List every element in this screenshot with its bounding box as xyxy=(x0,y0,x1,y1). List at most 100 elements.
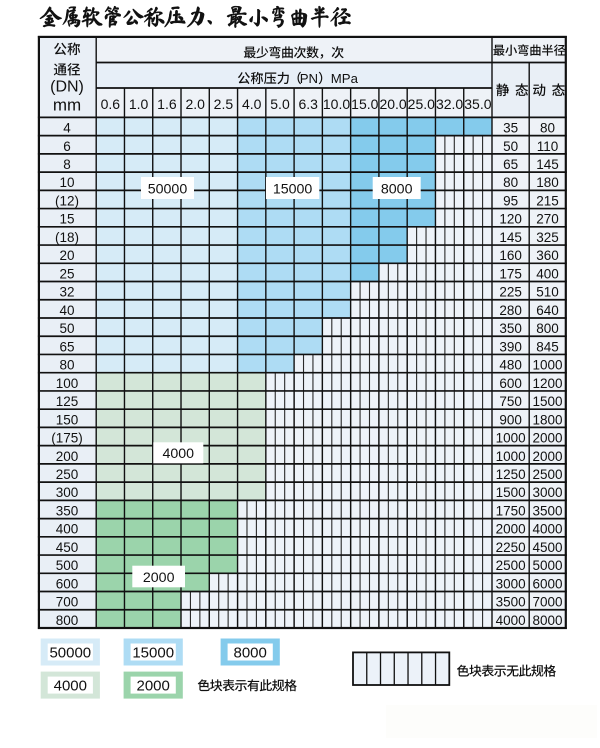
svg-text:225: 225 xyxy=(499,285,522,300)
svg-text:3000: 3000 xyxy=(532,485,562,500)
svg-text:900: 900 xyxy=(499,412,522,427)
svg-text:1500: 1500 xyxy=(496,485,526,500)
svg-text:4.0: 4.0 xyxy=(242,96,262,112)
svg-text:180: 180 xyxy=(536,175,559,190)
svg-text:4000: 4000 xyxy=(54,677,87,694)
svg-text:2000: 2000 xyxy=(532,431,562,446)
svg-text:40: 40 xyxy=(59,303,74,318)
svg-text:20.0: 20.0 xyxy=(379,96,406,112)
svg-text:5.0: 5.0 xyxy=(270,96,290,112)
svg-text:2000: 2000 xyxy=(532,449,562,464)
svg-text:360: 360 xyxy=(536,248,559,263)
svg-text:2500: 2500 xyxy=(532,467,562,482)
svg-text:6: 6 xyxy=(63,139,71,154)
svg-text:80: 80 xyxy=(540,121,555,136)
svg-text:15000: 15000 xyxy=(132,644,174,661)
svg-text:160: 160 xyxy=(499,248,522,263)
svg-text:6.3: 6.3 xyxy=(298,96,318,112)
svg-text:2250: 2250 xyxy=(496,540,526,555)
svg-text:750: 750 xyxy=(499,394,522,409)
svg-text:65: 65 xyxy=(59,339,74,354)
svg-text:145: 145 xyxy=(499,230,522,245)
svg-text:mm: mm xyxy=(53,96,81,115)
svg-text:600: 600 xyxy=(499,376,522,391)
svg-text:4000: 4000 xyxy=(532,522,562,537)
svg-text:50: 50 xyxy=(503,139,518,154)
svg-text:50: 50 xyxy=(59,321,74,336)
svg-text:300: 300 xyxy=(56,485,79,500)
svg-text:350: 350 xyxy=(499,321,522,336)
svg-text:3500: 3500 xyxy=(496,595,526,610)
svg-text:6000: 6000 xyxy=(532,576,562,591)
svg-text:3500: 3500 xyxy=(532,504,562,519)
svg-text:20: 20 xyxy=(59,248,74,263)
svg-text:10: 10 xyxy=(59,175,74,190)
svg-text:3000: 3000 xyxy=(496,576,526,591)
svg-text:200: 200 xyxy=(56,449,79,464)
svg-text:8000: 8000 xyxy=(532,613,562,628)
svg-text:600: 600 xyxy=(56,576,79,591)
svg-text:4000: 4000 xyxy=(163,446,195,462)
svg-text:(12): (12) xyxy=(55,194,79,209)
svg-text:35.0: 35.0 xyxy=(464,96,491,112)
svg-text:25: 25 xyxy=(59,266,74,281)
svg-text:1200: 1200 xyxy=(532,376,562,391)
svg-text:50000: 50000 xyxy=(49,644,91,661)
svg-text:270: 270 xyxy=(536,212,559,227)
svg-text:2000: 2000 xyxy=(137,677,170,694)
svg-text:800: 800 xyxy=(536,321,559,336)
svg-text:480: 480 xyxy=(499,358,522,373)
svg-text:325: 325 xyxy=(536,230,559,245)
svg-text:80: 80 xyxy=(503,175,518,190)
svg-text:4: 4 xyxy=(63,121,71,136)
svg-text:35: 35 xyxy=(503,121,518,136)
svg-text:1750: 1750 xyxy=(496,504,526,519)
svg-text:125: 125 xyxy=(56,394,79,409)
svg-text:5000: 5000 xyxy=(532,558,562,573)
svg-text:95: 95 xyxy=(503,194,518,209)
svg-text:450: 450 xyxy=(56,540,79,555)
svg-text:250: 250 xyxy=(56,467,79,482)
svg-text:1000: 1000 xyxy=(532,358,562,373)
svg-text:1000: 1000 xyxy=(496,449,526,464)
svg-text:15: 15 xyxy=(59,212,74,227)
svg-text:8: 8 xyxy=(63,157,71,172)
svg-text:10.0: 10.0 xyxy=(323,96,350,112)
svg-text:215: 215 xyxy=(536,194,559,209)
svg-text:15.0: 15.0 xyxy=(351,96,378,112)
svg-text:4000: 4000 xyxy=(496,613,526,628)
svg-text:845: 845 xyxy=(536,339,559,354)
svg-text:800: 800 xyxy=(56,613,79,628)
svg-text:100: 100 xyxy=(56,376,79,391)
svg-text:510: 510 xyxy=(536,285,559,300)
svg-text:15000: 15000 xyxy=(273,181,313,197)
svg-text:(DN): (DN) xyxy=(50,79,84,96)
svg-text:120: 120 xyxy=(499,212,522,227)
svg-text:2500: 2500 xyxy=(496,558,526,573)
svg-text:350: 350 xyxy=(56,504,79,519)
svg-text:7000: 7000 xyxy=(532,595,562,610)
svg-text:(18): (18) xyxy=(55,230,79,245)
svg-text:25.0: 25.0 xyxy=(408,96,435,112)
svg-text:1250: 1250 xyxy=(496,467,526,482)
svg-text:2.0: 2.0 xyxy=(185,96,205,112)
svg-text:80: 80 xyxy=(59,358,74,373)
svg-text:1500: 1500 xyxy=(532,394,562,409)
svg-text:280: 280 xyxy=(499,303,522,318)
svg-text:32: 32 xyxy=(59,285,74,300)
svg-text:400: 400 xyxy=(536,266,559,281)
svg-text:50000: 50000 xyxy=(148,181,188,197)
svg-text:1.0: 1.0 xyxy=(129,96,149,112)
svg-text:32.0: 32.0 xyxy=(436,96,463,112)
svg-text:4500: 4500 xyxy=(532,540,562,555)
svg-text:1800: 1800 xyxy=(532,412,562,427)
svg-text:2000: 2000 xyxy=(143,570,175,586)
svg-text:390: 390 xyxy=(499,339,522,354)
svg-text:8000: 8000 xyxy=(381,181,413,197)
svg-text:(175): (175) xyxy=(51,431,83,446)
svg-text:0.6: 0.6 xyxy=(101,96,121,112)
svg-text:65: 65 xyxy=(503,157,518,172)
svg-text:8000: 8000 xyxy=(234,644,267,661)
svg-text:2000: 2000 xyxy=(496,522,526,537)
svg-text:640: 640 xyxy=(536,303,559,318)
